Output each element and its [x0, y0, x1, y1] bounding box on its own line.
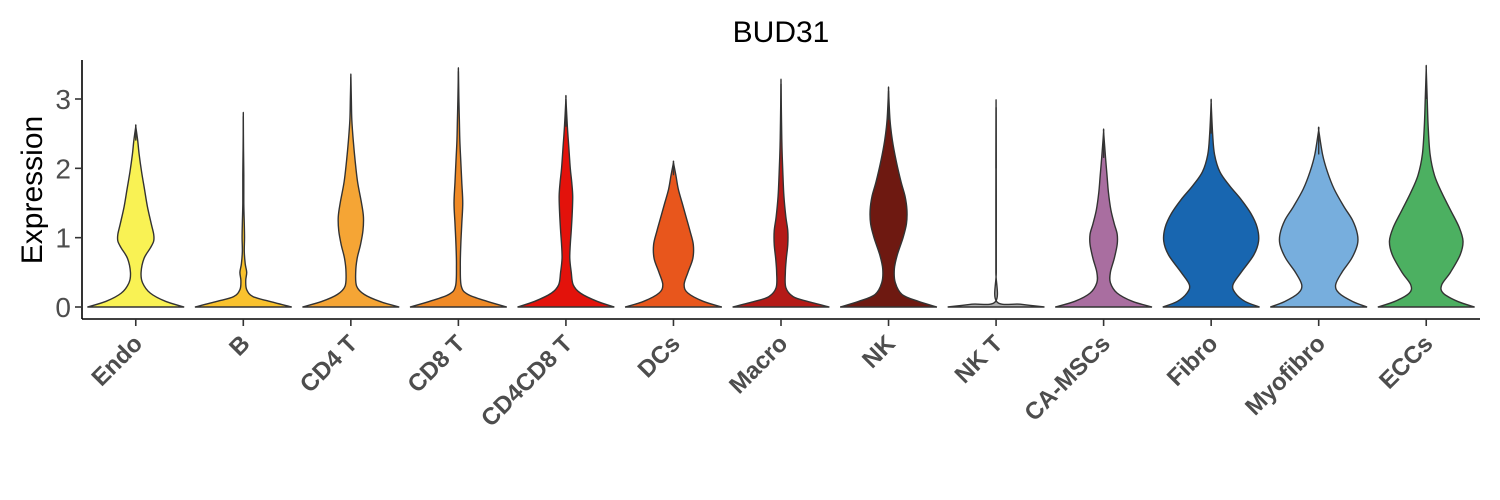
violin-macro	[732, 78, 830, 308]
x-tick-label: CA-MSCs	[1019, 330, 1115, 426]
x-tick-label: NK	[857, 330, 901, 374]
violin-nk	[839, 86, 938, 308]
y-axis: 0 1 2 3	[55, 60, 83, 323]
violin-dcs	[624, 160, 723, 308]
x-axis: Endo B CD4 T CD8 T CD4CD8 T DCs Macro NK NK T CA-…	[82, 318, 1480, 432]
x-tick-label: B	[224, 330, 255, 361]
violin-endo	[87, 124, 185, 308]
x-tick-label: CD4CD8 T	[476, 330, 578, 432]
violin-group	[87, 64, 1475, 308]
violin-cd4-t	[302, 73, 400, 308]
x-tick-label: CD4 T	[295, 330, 363, 398]
y-tick-label: 2	[55, 153, 71, 184]
x-tick-label: CD8 T	[403, 330, 471, 398]
violin-cd8-t	[409, 67, 507, 308]
violin-myofibro	[1270, 126, 1368, 308]
violin-b	[194, 111, 292, 308]
chart-title: BUD31	[733, 16, 830, 49]
x-tick-label: Endo	[86, 330, 148, 392]
y-axis-label: Expression	[16, 116, 49, 264]
violin-nk-t	[947, 98, 1045, 308]
y-tick-label: 1	[55, 223, 71, 254]
y-tick-label: 0	[55, 292, 71, 323]
violin-fibro	[1162, 98, 1260, 308]
violin-cd4cd8-t	[517, 94, 615, 308]
violin-eccs	[1377, 64, 1475, 308]
y-tick-label: 3	[55, 84, 71, 115]
violin-ca-mscs	[1055, 128, 1153, 308]
x-tick-label: Fibro	[1162, 330, 1224, 392]
x-tick-label: ECCs	[1374, 330, 1438, 394]
x-tick-label: Myofibro	[1240, 330, 1331, 421]
x-tick-label: DCs	[633, 330, 686, 383]
x-tick-label: Macro	[724, 330, 793, 399]
x-tick-label: NK T	[950, 330, 1009, 389]
